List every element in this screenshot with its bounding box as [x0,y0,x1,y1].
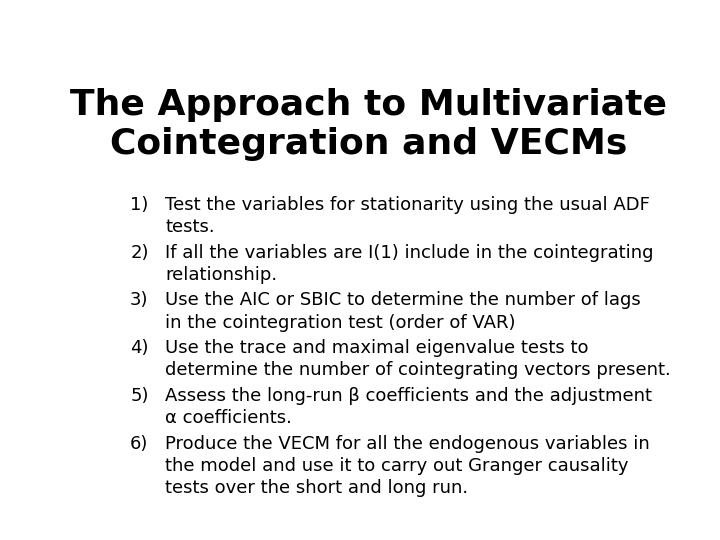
Text: 4): 4) [130,339,148,357]
Text: Use the AIC or SBIC to determine the number of lags
in the cointegration test (o: Use the AIC or SBIC to determine the num… [166,292,641,332]
Text: 5): 5) [130,387,148,405]
Text: 6): 6) [130,435,148,453]
Text: If all the variables are I(1) include in the cointegrating
relationship.: If all the variables are I(1) include in… [166,244,654,284]
Text: 1): 1) [130,196,148,214]
Text: 3): 3) [130,292,148,309]
Text: 2): 2) [130,244,148,261]
Text: Use the trace and maximal eigenvalue tests to
determine the number of cointegrat: Use the trace and maximal eigenvalue tes… [166,339,671,380]
Text: The Approach to Multivariate
Cointegration and VECMs: The Approach to Multivariate Cointegrati… [71,87,667,161]
Text: Assess the long-run β coefficients and the adjustment
α coefficients.: Assess the long-run β coefficients and t… [166,387,652,427]
Text: Test the variables for stationarity using the usual ADF
tests.: Test the variables for stationarity usin… [166,196,650,236]
Text: Produce the VECM for all the endogenous variables in
the model and use it to car: Produce the VECM for all the endogenous … [166,435,650,497]
